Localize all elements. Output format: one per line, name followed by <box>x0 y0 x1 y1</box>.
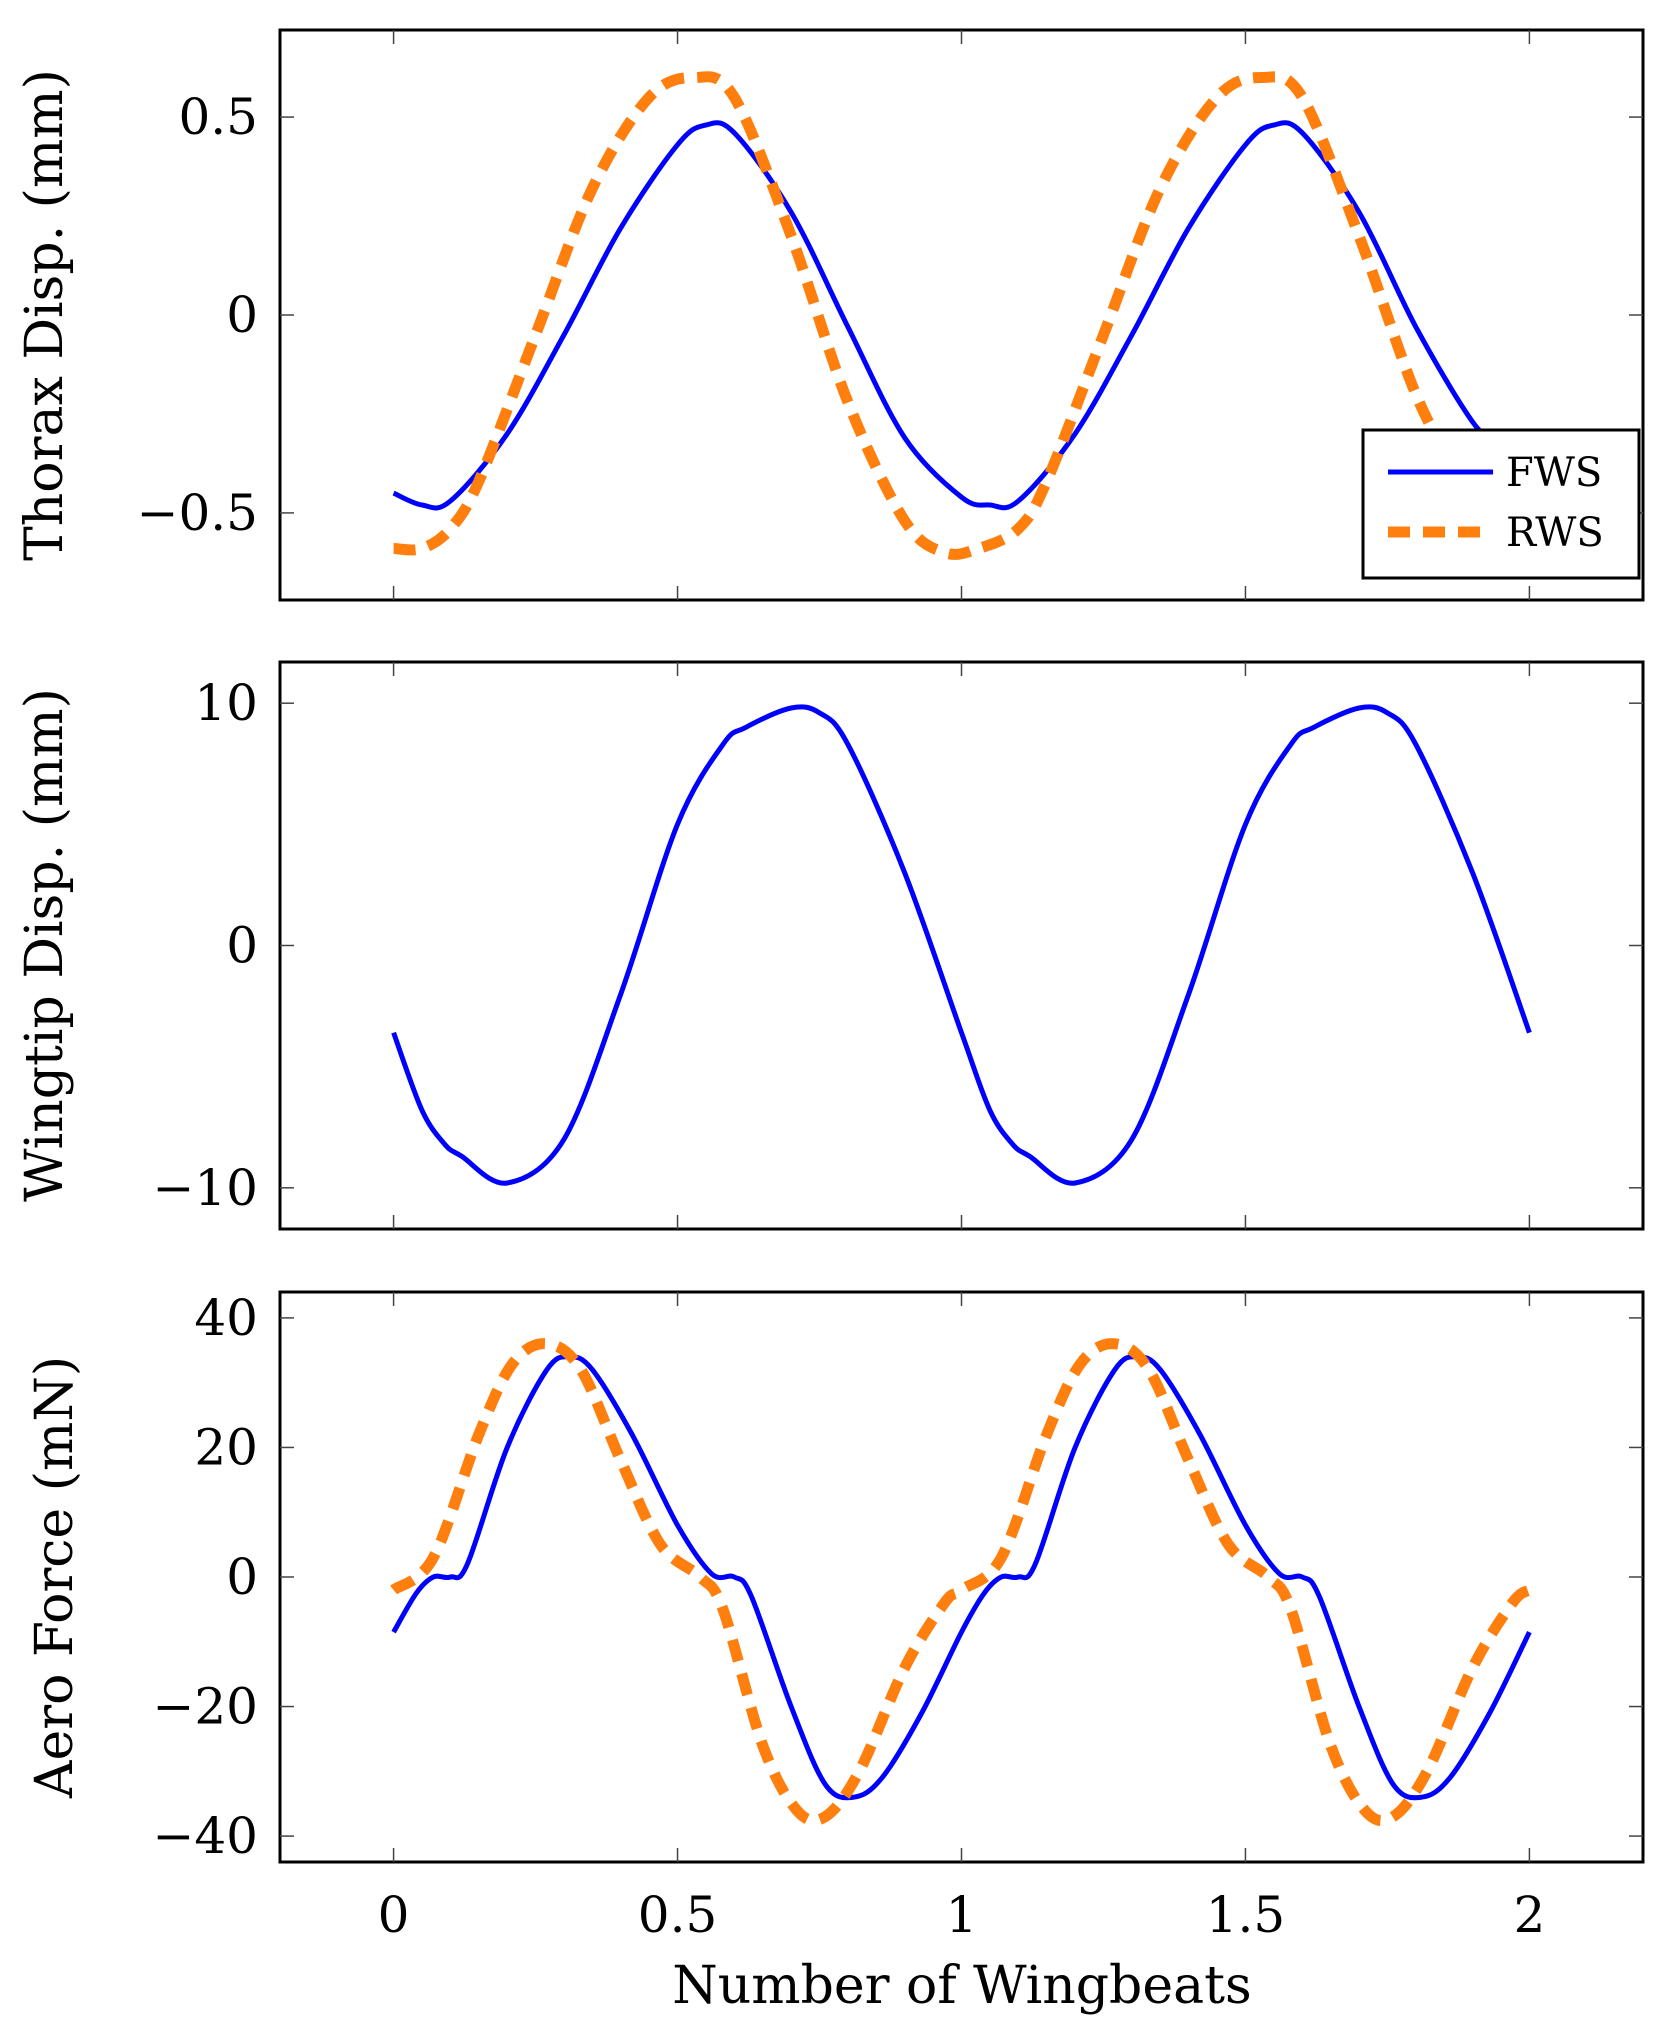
series-group <box>390 1338 1533 1827</box>
y-tick-label: −40 <box>152 1807 258 1865</box>
x-tick-label: 0 <box>378 1886 410 1944</box>
y-tick-label: 10 <box>194 674 258 732</box>
series-line-rws <box>393 71 1467 560</box>
wingtip-displacement-chart: Wingtip Disp. (mm) −10 0 10 <box>15 660 1645 1231</box>
tick-group: −0.5 0 0.5 <box>137 30 1643 600</box>
plot-frame <box>278 660 1645 1231</box>
y-tick-label: 0 <box>226 1548 258 1606</box>
y-tick-label: −20 <box>152 1678 258 1736</box>
series-group <box>391 704 1532 1186</box>
x-axis-label: Number of Wingbeats <box>672 1956 1251 2016</box>
y-axis-label: Thorax Disp. (mm) <box>15 69 75 561</box>
y-tick-label: 0 <box>226 917 258 975</box>
y-tick-label: −10 <box>152 1159 258 1217</box>
thorax-displacement-chart: Thorax Disp. (mm) −0.5 0 0.5 FWS RWS <box>15 28 1645 602</box>
y-axis-label: Wingtip Disp. (mm) <box>15 688 75 1202</box>
y-tick-label: 0 <box>226 286 258 344</box>
x-tick-label: 2 <box>1514 1886 1546 1944</box>
y-tick-label: 0.5 <box>178 88 258 146</box>
y-tick-label: 40 <box>194 1289 258 1347</box>
series-group <box>392 71 1503 560</box>
y-tick-label: 20 <box>194 1418 258 1476</box>
plot-frame <box>278 1290 1645 1864</box>
y-axis-label: Aero Force (mN) <box>25 1356 85 1799</box>
series-line-fws <box>391 1354 1532 1801</box>
legend-label-rws: RWS <box>1506 510 1604 556</box>
x-tick-label: 1 <box>946 1886 978 1944</box>
x-tick-label: 0.5 <box>638 1886 718 1944</box>
legend-box <box>1361 428 1641 580</box>
tick-group: −10 0 10 <box>152 662 1643 1229</box>
series-line-fws <box>392 120 1503 511</box>
legend: FWS RWS <box>1361 428 1641 580</box>
tick-group: −40 −20 0 20 40 0 0.5 1 1.5 2 <box>152 1289 1643 1944</box>
y-tick-label: −0.5 <box>137 484 258 542</box>
aero-force-chart: Aero Force (mN) Number of Wingbeats −40−… <box>25 1289 1645 2016</box>
series-line-rws <box>390 1338 1533 1827</box>
legend-label-fws: FWS <box>1506 450 1602 496</box>
x-tick-label: 1.5 <box>1206 1886 1286 1944</box>
series-line-fws <box>391 704 1532 1186</box>
